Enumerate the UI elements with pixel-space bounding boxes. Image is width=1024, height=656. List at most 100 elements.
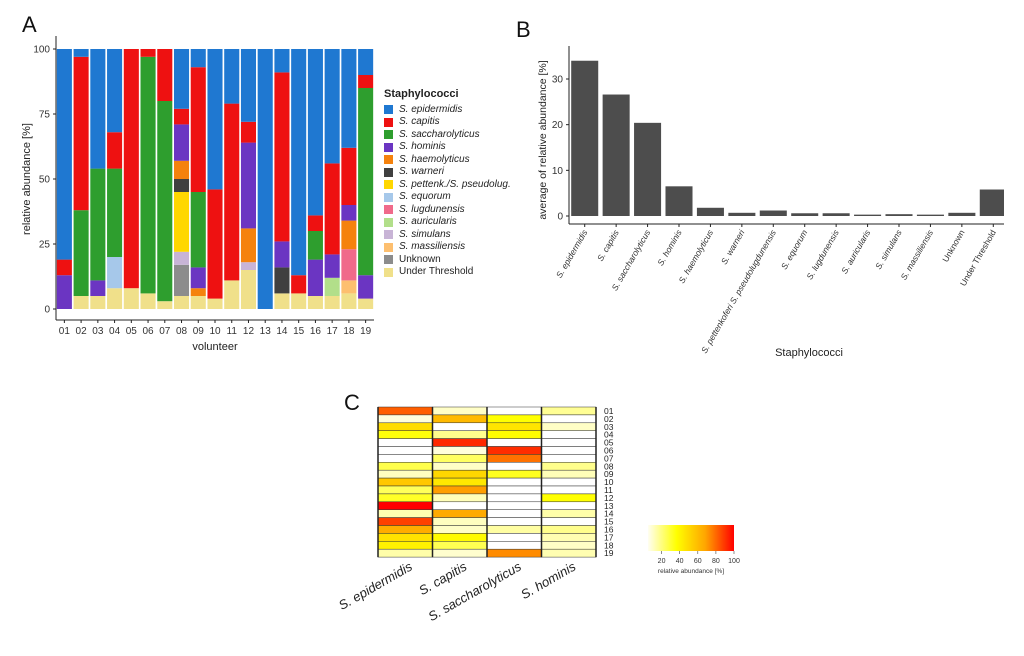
heatmap-cell: [432, 541, 488, 550]
heatmap-cell: [432, 438, 488, 447]
legend-label: S. capitis: [399, 116, 440, 127]
heatmap-cell: [377, 430, 433, 439]
heatmap-cell: [432, 509, 488, 518]
bar-segment: [190, 296, 206, 309]
bar-segment: [341, 147, 357, 205]
heatmap-cell: [486, 430, 542, 439]
colorbar-tick-label: 100: [728, 558, 740, 565]
y-tick-label: 0: [44, 305, 50, 316]
x-tick-label: S. massiliensis: [898, 227, 935, 281]
x-tick-label: 09: [193, 326, 205, 337]
bar-segment: [274, 267, 290, 294]
heatmap-cell: [486, 525, 542, 534]
heatmap-cell: [432, 501, 488, 510]
bar-segment: [157, 301, 173, 309]
row-label: 03: [604, 422, 614, 432]
bar-segment: [307, 49, 323, 216]
heatmap-cell: [432, 525, 488, 534]
legend-label: S. warneri: [399, 166, 445, 177]
bar-segment: [240, 121, 257, 143]
heatmap-cell: [432, 462, 488, 471]
heatmap-cell: [432, 493, 488, 503]
heatmap-cell: [541, 446, 597, 455]
heatmap-cell: [486, 548, 542, 558]
heatmap-cell: [541, 469, 597, 479]
legend-label: S. massiliensis: [399, 241, 466, 252]
x-tick-label: S. warneri: [719, 227, 747, 266]
x-tick-label: 01: [59, 326, 71, 337]
bar: [791, 213, 819, 216]
chart-a-legend: Staphylococci S. epidermidis S. capitis S.…: [384, 88, 511, 279]
legend-swatch: [384, 230, 393, 240]
heatmap-cell: [432, 533, 488, 542]
bar-segment: [358, 298, 374, 309]
bar-segment: [90, 296, 106, 309]
heatmap-cell: [486, 469, 542, 479]
bar-segment: [324, 277, 340, 296]
bar-segment: [358, 49, 374, 75]
heatmap-cell: [541, 541, 597, 550]
heatmap-cell: [432, 406, 488, 416]
bar: [948, 212, 976, 216]
heatmap-cell: [377, 454, 433, 463]
x-tick-label: 06: [142, 326, 154, 337]
heatmap-cell: [541, 430, 597, 439]
x-tick-label: S. capitis: [595, 227, 621, 263]
row-label: 08: [604, 461, 614, 471]
panel-letter-b: B: [516, 17, 531, 42]
y-tick-label: 100: [33, 45, 50, 56]
x-tick-label: 08: [176, 326, 188, 337]
legend-label: S. haemolyticus: [399, 153, 470, 165]
legend-label: Under Threshold: [399, 266, 474, 277]
bar-segment: [307, 296, 323, 309]
y-tick-label: 10: [552, 166, 564, 177]
bar-segment: [73, 56, 89, 211]
legend-label: Unknown: [399, 253, 441, 265]
bar-segment: [190, 49, 206, 68]
bar-segment: [291, 275, 307, 294]
bar-segment: [341, 280, 357, 294]
x-tick-label: 07: [159, 326, 171, 337]
row-label: 16: [604, 525, 614, 535]
legend-item: S. lugdunensis: [384, 204, 511, 217]
legend-label: S. lugdunensis: [399, 203, 465, 215]
bar-segment: [274, 72, 290, 242]
bar: [728, 212, 756, 216]
row-label: 18: [604, 540, 614, 550]
legend-swatch: [384, 142, 393, 152]
x-tick-label: S. equorum: [779, 228, 810, 271]
panel-letter-c: C: [344, 390, 360, 415]
heatmap-cell: [377, 477, 433, 487]
heatmap-cell: [486, 501, 542, 510]
heatmap-cell: [432, 477, 488, 487]
bar-segment: [224, 49, 240, 104]
bar-segment: [140, 293, 156, 309]
bar-segment: [207, 189, 223, 299]
heatmap-cell: [541, 422, 597, 431]
heatmap-cell: [541, 477, 597, 487]
legend-item: S. equorum: [384, 191, 511, 204]
x-tick-label: 17: [327, 326, 339, 337]
x-tick-label: 15: [293, 326, 305, 337]
bar-segment: [107, 288, 123, 309]
heatmap-cell: [486, 414, 542, 424]
y-tick-label: 20: [552, 120, 564, 131]
bar-segment: [173, 108, 190, 125]
bar-segment: [56, 259, 72, 276]
legend-label: S. hominis: [399, 141, 446, 152]
heatmap-cell: [486, 485, 542, 495]
bar: [759, 210, 787, 216]
bar-segment: [307, 259, 323, 296]
bar-segment: [240, 262, 257, 270]
row-label: 14: [604, 509, 614, 519]
bar-segment: [107, 168, 123, 257]
heatmap-cell: [377, 541, 433, 550]
heatmap-cell: [377, 438, 433, 447]
bar-segment: [324, 49, 340, 164]
heatmap-cell: [486, 446, 542, 455]
heatmap-cell: [432, 430, 488, 439]
bar-segment: [274, 49, 290, 73]
bar-segment: [173, 49, 190, 109]
bar-segment: [173, 179, 190, 192]
